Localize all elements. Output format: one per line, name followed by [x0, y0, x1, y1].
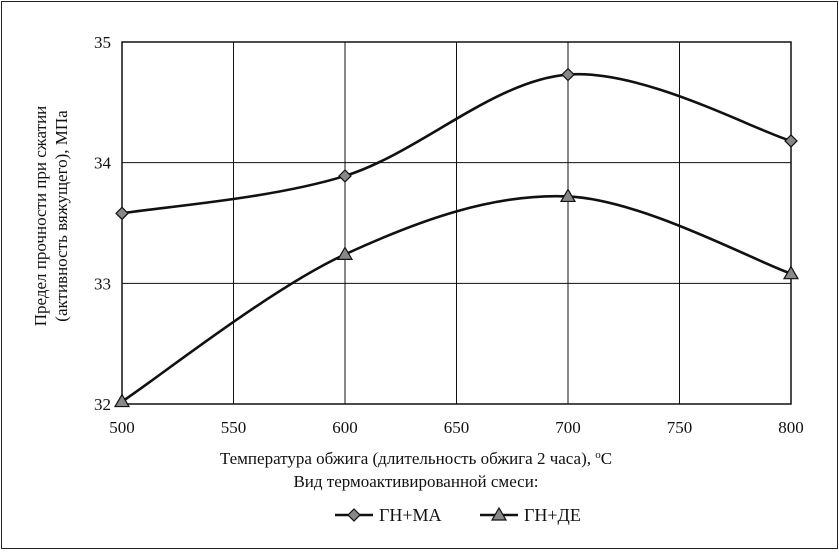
- data-point: [559, 188, 577, 203]
- y-tick-label: 35: [94, 33, 111, 52]
- legend-label: ГН+ДЕ: [524, 505, 581, 525]
- data-point: [338, 169, 352, 183]
- series-1: [115, 67, 798, 221]
- grid: [121, 41, 792, 405]
- x-tick-label: 750: [667, 418, 693, 437]
- legend-label: ГН+МА: [379, 505, 442, 525]
- y-tick-label: 33: [94, 274, 111, 293]
- legend-item-1: ГН+МА: [335, 505, 442, 525]
- plot-border: [121, 41, 792, 405]
- y-tick-label: 34: [94, 154, 112, 173]
- series-line: [121, 194, 792, 403]
- x-tick-label: 600: [332, 418, 358, 437]
- y-axis-title-line1: Предел прочности при сжатии: [31, 106, 50, 327]
- data-point: [782, 265, 800, 280]
- data-point: [561, 67, 575, 82]
- x-axis-title: Температура обжига (длительность обжига …: [220, 449, 612, 468]
- x-tick-label: 800: [778, 418, 804, 437]
- y-axis-title: Предел прочности при сжатии (активность …: [31, 106, 71, 327]
- y-tick-label: 32: [94, 395, 111, 414]
- x-tick-label: 500: [109, 418, 135, 437]
- x-axis-title-superscript: o: [595, 449, 601, 461]
- y-axis-title-line2: (активность вяжущего), МПа: [52, 110, 71, 322]
- legend: ГН+МА ГН+ДЕ: [335, 505, 581, 525]
- x-tick-label: 700: [555, 418, 581, 437]
- series-2: [113, 188, 800, 408]
- series-line: [121, 72, 792, 215]
- data-point: [336, 246, 354, 260]
- data-point: [113, 393, 131, 408]
- legend-marker: [490, 506, 508, 521]
- x-tick-label: 550: [221, 418, 247, 437]
- legend-item-2: ГН+ДЕ: [480, 505, 581, 525]
- y-axis-ticks: 32 33 34 35: [94, 33, 112, 414]
- x-tick-label: 650: [444, 418, 470, 437]
- x-axis-ticks: 500 550 600 650 700 750 800: [109, 418, 804, 437]
- series-layer: [113, 67, 800, 408]
- legend-marker: [347, 508, 361, 522]
- data-point: [115, 206, 129, 221]
- legend-title: Вид термоактивированной смеси:: [293, 472, 538, 491]
- data-point: [784, 134, 798, 148]
